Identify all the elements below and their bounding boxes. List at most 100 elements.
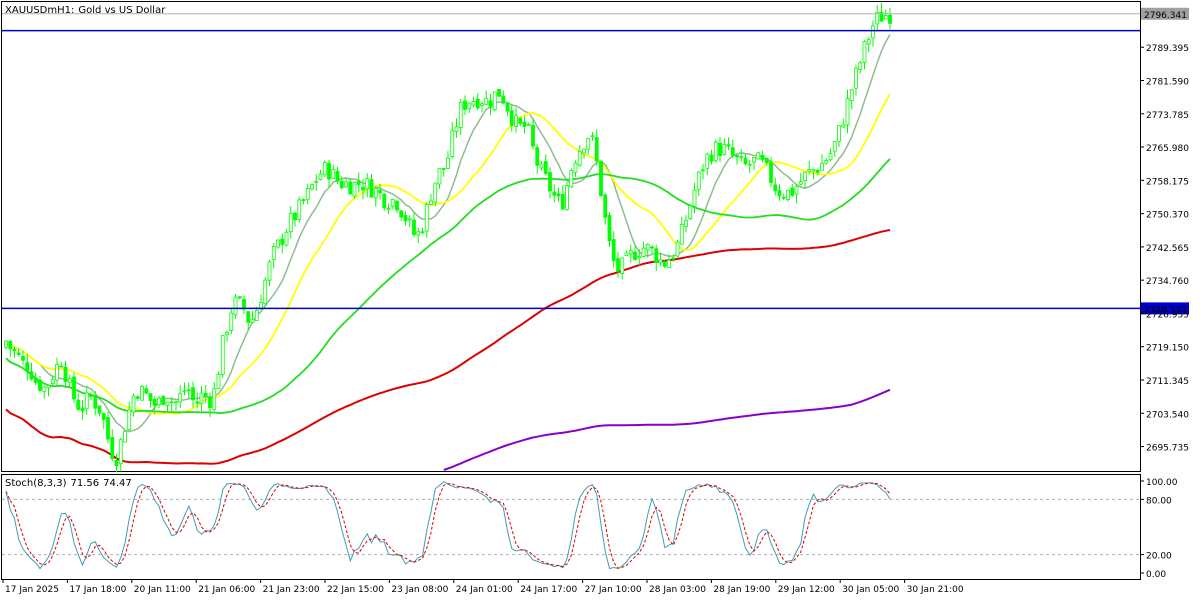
time-tick-label: 17 Jan 18:00 bbox=[69, 585, 126, 595]
candle-body bbox=[25, 362, 30, 372]
candle bbox=[560, 185, 565, 211]
price-tick-label: 2750.370 bbox=[1146, 211, 1189, 221]
candle bbox=[773, 177, 778, 196]
candle bbox=[747, 159, 752, 174]
price-tick-label: 2695.735 bbox=[1146, 444, 1189, 454]
chart-header: XAUUSDmH1: Gold vs US Dollar bbox=[5, 5, 166, 16]
horizontal-lines[interactable]: 2728.137 bbox=[2, 29, 1189, 316]
candle bbox=[463, 95, 467, 115]
candle-body bbox=[84, 392, 89, 410]
candle-body bbox=[12, 348, 17, 352]
candle bbox=[650, 245, 654, 254]
candle-body bbox=[144, 388, 149, 394]
stoch-signal-value: 74.47 bbox=[103, 478, 132, 489]
time-axis: 17 Jan 2025 17 Jan 18:00 20 Jan 11:00 21 Ja… bbox=[2, 579, 964, 595]
candle bbox=[675, 239, 680, 258]
candle-body bbox=[305, 188, 310, 200]
candle bbox=[854, 64, 858, 96]
candle bbox=[293, 211, 297, 227]
candle-body bbox=[301, 199, 306, 201]
candle bbox=[242, 295, 246, 315]
candle bbox=[271, 242, 276, 269]
candle-body bbox=[594, 137, 599, 162]
candle bbox=[310, 183, 314, 191]
candle-body bbox=[845, 98, 850, 126]
candle-body bbox=[254, 309, 259, 322]
candle-body bbox=[743, 157, 748, 165]
candle bbox=[42, 385, 47, 399]
price-panel[interactable] bbox=[1, 1, 1141, 472]
candle-body bbox=[514, 115, 518, 127]
candle-body bbox=[458, 101, 463, 128]
candle bbox=[267, 259, 272, 287]
candle bbox=[450, 122, 455, 159]
time-tick-label: 24 Jan 01:00 bbox=[456, 585, 513, 595]
candle-body bbox=[586, 137, 591, 150]
candle-body bbox=[263, 279, 268, 305]
candle-body bbox=[8, 340, 13, 350]
candle-body bbox=[42, 386, 47, 392]
candle-body bbox=[492, 91, 497, 111]
candle-body bbox=[722, 144, 727, 155]
candle-body bbox=[195, 401, 200, 404]
candle bbox=[454, 118, 459, 138]
stoch-tick-label: 0.00 bbox=[1146, 570, 1166, 580]
candle bbox=[72, 372, 76, 403]
candle-body bbox=[607, 214, 612, 242]
candle bbox=[556, 187, 561, 202]
candle-body bbox=[573, 162, 578, 173]
candle-body bbox=[701, 169, 705, 172]
candle-body bbox=[692, 189, 697, 207]
candle bbox=[373, 185, 378, 207]
candle-body bbox=[344, 181, 348, 188]
candle bbox=[590, 131, 595, 141]
candle bbox=[25, 353, 30, 381]
candle-body bbox=[412, 219, 416, 236]
candle bbox=[684, 215, 688, 233]
candle bbox=[322, 160, 327, 178]
candle bbox=[658, 252, 663, 266]
price-tick-label: 2719.150 bbox=[1146, 344, 1189, 354]
price-tick-label: 2773.785 bbox=[1146, 111, 1189, 121]
candle bbox=[807, 160, 812, 175]
candle-body bbox=[548, 172, 552, 192]
stochastic-panel[interactable] bbox=[1, 474, 1141, 580]
candle bbox=[420, 227, 425, 235]
candle bbox=[628, 244, 633, 263]
candle bbox=[314, 174, 319, 192]
candle-body bbox=[208, 396, 212, 408]
candle bbox=[318, 169, 323, 181]
candle bbox=[140, 385, 144, 401]
candles bbox=[4, 3, 892, 473]
candle-body bbox=[798, 181, 803, 185]
candle-body bbox=[271, 246, 276, 260]
candle-body bbox=[815, 169, 820, 173]
candle-body bbox=[21, 355, 25, 361]
candle-body bbox=[433, 182, 438, 203]
candle-body bbox=[747, 163, 752, 166]
candle bbox=[671, 254, 676, 262]
time-tick-label: 24 Jan 17:00 bbox=[520, 585, 577, 595]
candle bbox=[879, 3, 884, 22]
candle-body bbox=[611, 239, 616, 262]
candle bbox=[93, 390, 98, 416]
candle-body bbox=[220, 335, 225, 375]
candle bbox=[577, 144, 582, 167]
candle-body bbox=[399, 210, 404, 218]
candle-body bbox=[866, 39, 871, 45]
candle-body bbox=[378, 189, 382, 194]
price-tick-label: 2734.760 bbox=[1146, 277, 1189, 287]
candle bbox=[662, 260, 667, 269]
candle-body bbox=[288, 213, 293, 233]
candle bbox=[837, 125, 841, 147]
candle bbox=[131, 393, 136, 417]
candle-body bbox=[786, 189, 790, 200]
candle-body bbox=[97, 405, 102, 414]
candle bbox=[709, 149, 714, 165]
candle-body bbox=[369, 179, 374, 198]
candle-body bbox=[429, 200, 433, 205]
candle bbox=[501, 90, 506, 105]
candle-body bbox=[441, 168, 446, 170]
candle-body bbox=[46, 385, 51, 389]
